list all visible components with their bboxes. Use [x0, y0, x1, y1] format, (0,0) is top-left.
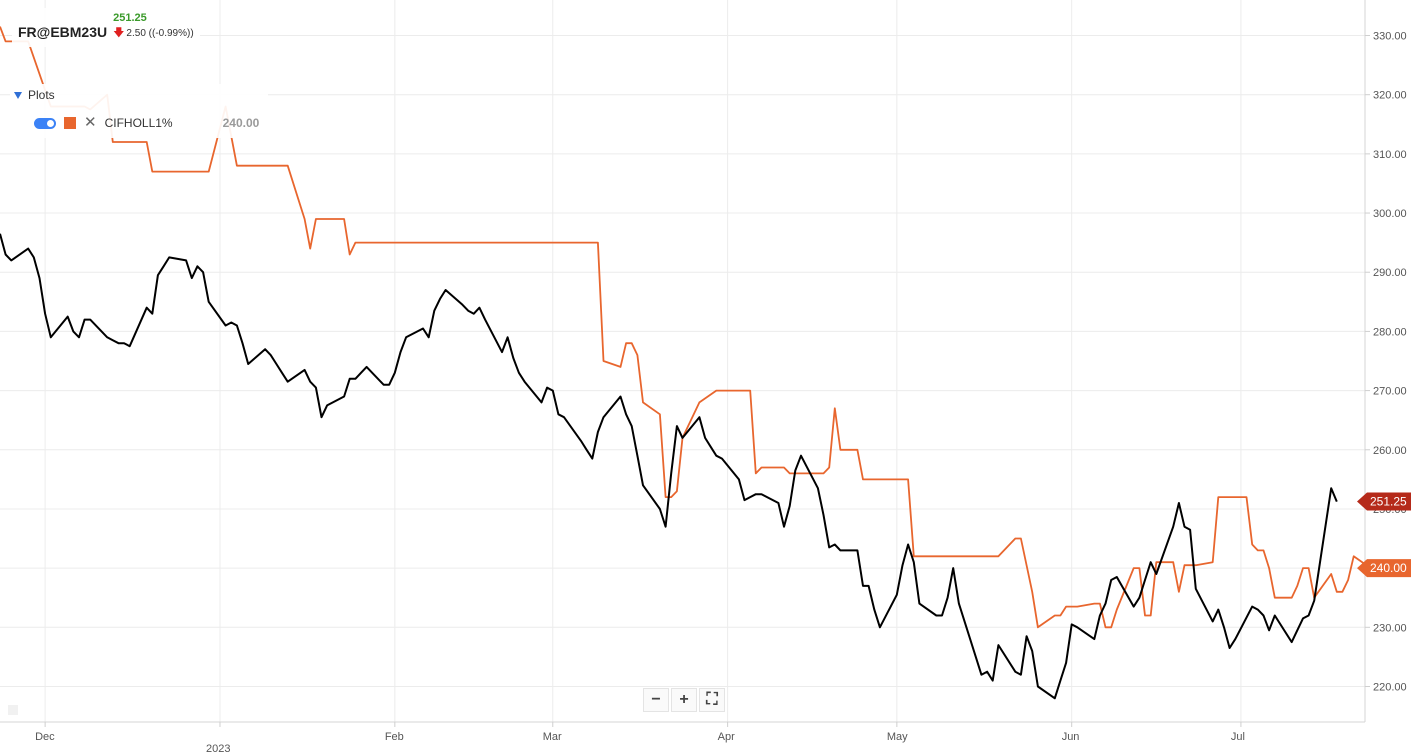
- last-value-marker: [1357, 492, 1411, 511]
- x-tick-label: Feb: [385, 731, 404, 743]
- plot-item: ✕ CIFHOLL1% 240.00: [34, 114, 264, 131]
- x-tick-label: May: [887, 731, 908, 743]
- zoom-out-button[interactable]: −: [643, 688, 669, 712]
- y-tick-label: 230.00: [1373, 622, 1407, 634]
- x-tick-label: Jul: [1231, 731, 1245, 743]
- x-tick-label: Mar: [543, 731, 562, 743]
- zoom-controls: − + ⛶: [643, 688, 725, 712]
- plot-name: CIFHOLL1%: [104, 116, 173, 130]
- y-tick-label: 330.00: [1373, 31, 1407, 43]
- symbol-title: FR@EBM23U: [18, 24, 108, 40]
- chart-header: FR@EBM23U 251.25 🡇 2.50 ((-0.99%)): [12, 8, 200, 47]
- y-tick-label: 300.00: [1373, 208, 1407, 220]
- close-icon[interactable]: ✕: [84, 114, 97, 131]
- x-axis-ticks: Dec 2023 Feb Mar Apr May Jun Jul: [35, 722, 1245, 755]
- last-price: 251.25: [113, 12, 147, 24]
- arrow-down-icon: 🡇: [113, 27, 125, 39]
- last-value-label: 240.00: [1370, 561, 1407, 575]
- plots-header[interactable]: Plots: [14, 88, 264, 102]
- quote-box: 251.25 🡇 2.50 ((-0.99%)): [113, 12, 194, 43]
- series-line: [0, 26, 1377, 629]
- plot-visibility-toggle[interactable]: [34, 117, 56, 129]
- last-value-label: 251.25: [1370, 495, 1407, 509]
- fit-screen-button[interactable]: ⛶: [699, 688, 725, 712]
- last-value-labels: 251.25 240.00: [1357, 492, 1411, 578]
- plot-value: 240.00: [222, 116, 260, 130]
- y-tick-label: 220.00: [1373, 681, 1407, 693]
- caret-down-icon[interactable]: [14, 91, 22, 99]
- y-tick-label: 310.00: [1373, 149, 1407, 161]
- x-tick-label: Apr: [718, 731, 735, 743]
- color-swatch-icon[interactable]: [64, 117, 76, 129]
- y-tick-label: 320.00: [1373, 90, 1407, 102]
- y-tick-label: 270.00: [1373, 386, 1407, 398]
- x-tick-label: Dec: [35, 731, 55, 743]
- y-tick-label: 280.00: [1373, 326, 1407, 338]
- y-axis-ticks: 220.00230.00240.00250.00260.00270.00280.…: [1365, 31, 1407, 693]
- price-change-text: 2.50 ((-0.99%)): [126, 28, 194, 39]
- last-value-marker: [1357, 559, 1411, 578]
- y-tick-label: 260.00: [1373, 445, 1407, 457]
- corner-handle: [8, 705, 18, 715]
- plots-title: Plots: [28, 88, 55, 102]
- price-change: 🡇 2.50 ((-0.99%)): [113, 24, 194, 43]
- plots-panel: Plots ✕ CIFHOLL1% 240.00: [10, 84, 268, 138]
- x-tick-label: 2023: [206, 743, 230, 755]
- zoom-in-button[interactable]: +: [671, 688, 697, 712]
- series-line: [0, 233, 1338, 700]
- series-layer: [0, 26, 1377, 700]
- y-tick-label: 290.00: [1373, 267, 1407, 279]
- x-tick-label: Jun: [1062, 731, 1080, 743]
